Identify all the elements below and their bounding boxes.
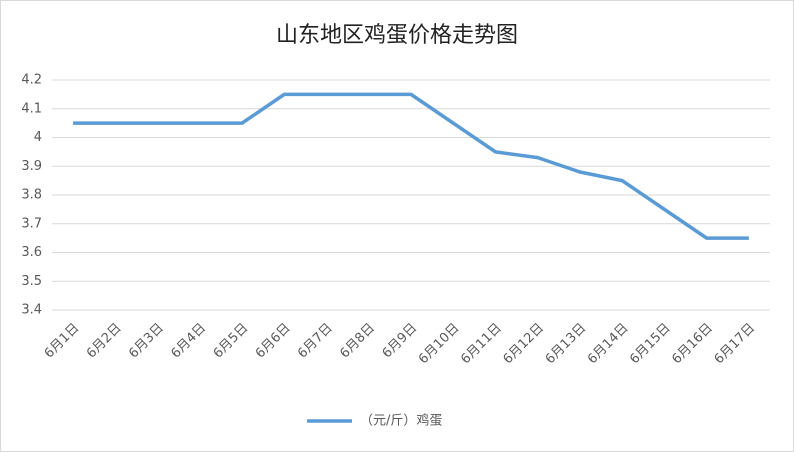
legend-label: （元/斤）鸡蛋 xyxy=(360,413,442,429)
chart-title: 山东地区鸡蛋价格走势图 xyxy=(276,23,518,48)
y-tick-label: 3.7 xyxy=(21,216,42,231)
y-tick-label: 3.4 xyxy=(21,303,42,318)
y-tick-label: 4 xyxy=(34,130,42,145)
y-tick-label: 4.1 xyxy=(21,101,42,116)
y-tick-label: 3.6 xyxy=(21,245,42,260)
y-tick-label: 4.2 xyxy=(21,73,42,88)
line xyxy=(73,92,749,240)
y-tick-label: 3.8 xyxy=(21,188,42,203)
y-tick-label: 3.5 xyxy=(21,274,42,289)
y-tick-label: 3.9 xyxy=(21,159,42,174)
